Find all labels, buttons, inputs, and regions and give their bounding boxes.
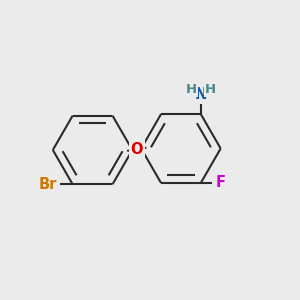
Text: O: O	[130, 142, 143, 157]
Text: H: H	[186, 83, 197, 96]
Text: F: F	[215, 176, 226, 190]
Text: H: H	[205, 83, 216, 96]
Text: Br: Br	[38, 177, 56, 192]
Text: N: N	[195, 88, 207, 103]
